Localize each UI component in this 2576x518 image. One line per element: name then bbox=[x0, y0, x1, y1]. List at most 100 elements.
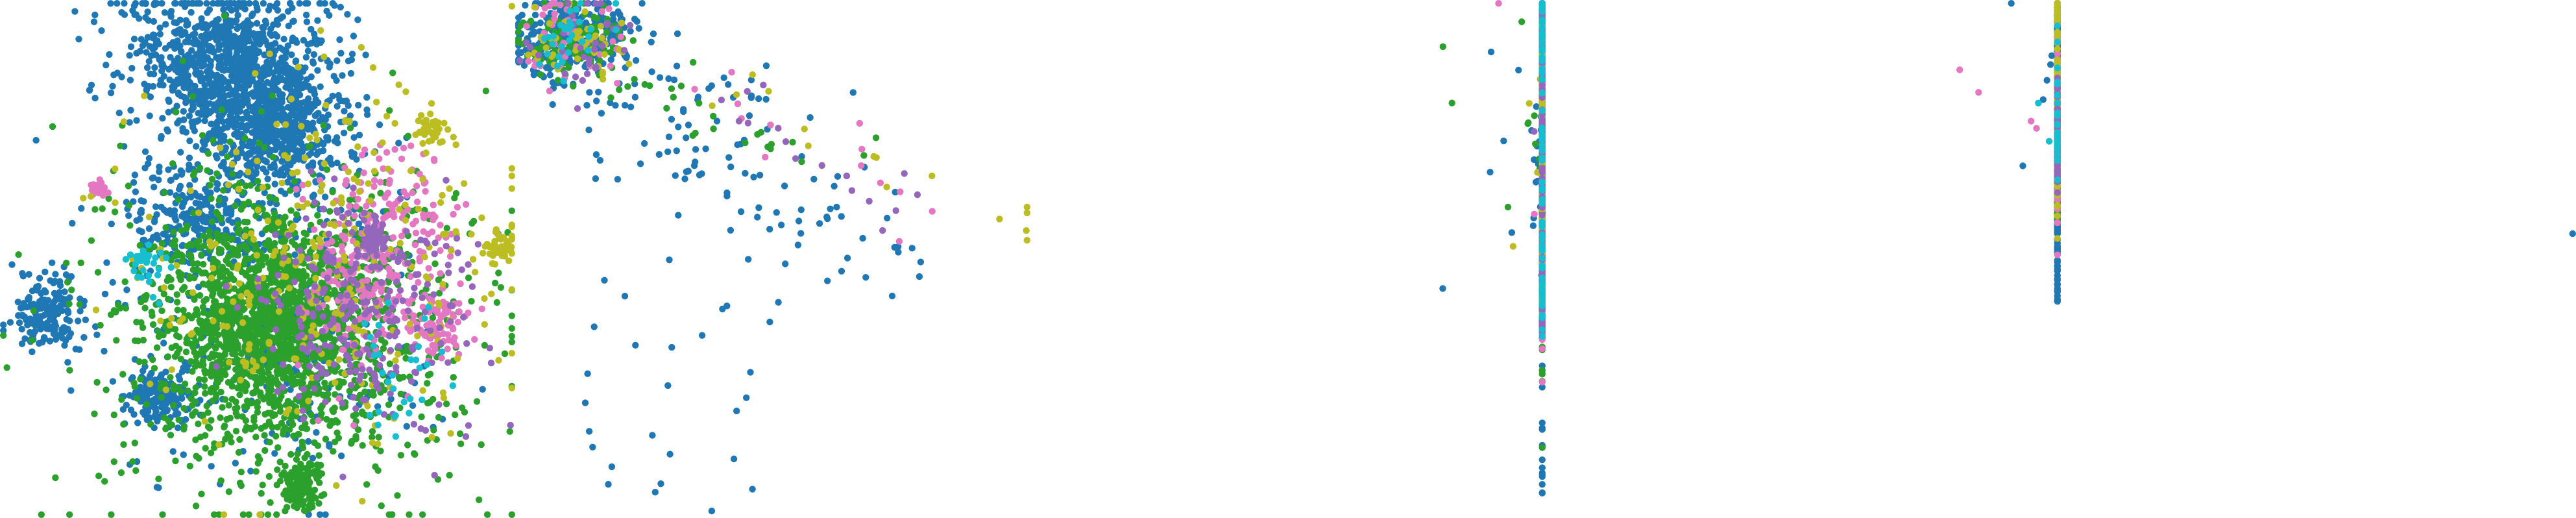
data-point bbox=[166, 76, 173, 84]
data-point bbox=[247, 425, 254, 432]
data-point bbox=[276, 458, 284, 465]
data-point bbox=[278, 314, 285, 321]
data-point bbox=[269, 153, 276, 161]
data-point bbox=[235, 449, 243, 456]
data-point bbox=[506, 428, 513, 435]
data-point bbox=[410, 312, 417, 319]
data-point bbox=[199, 303, 207, 311]
data-point bbox=[171, 253, 178, 260]
data-point bbox=[210, 127, 217, 134]
data-point bbox=[185, 312, 192, 319]
data-point bbox=[198, 490, 205, 498]
data-point bbox=[133, 217, 140, 224]
data-point bbox=[431, 214, 439, 221]
data-point bbox=[184, 387, 191, 395]
data-point bbox=[286, 296, 293, 304]
data-point bbox=[126, 119, 133, 126]
data-point bbox=[158, 0, 165, 7]
data-point bbox=[170, 402, 177, 409]
data-point bbox=[104, 189, 112, 197]
data-point bbox=[169, 391, 176, 399]
data-point bbox=[300, 36, 308, 44]
data-point bbox=[180, 69, 187, 77]
data-point bbox=[284, 42, 291, 49]
data-point bbox=[182, 195, 189, 203]
data-point bbox=[508, 312, 515, 319]
data-point bbox=[406, 300, 413, 307]
data-point bbox=[240, 201, 247, 208]
data-point bbox=[334, 429, 341, 436]
data-point bbox=[189, 171, 197, 179]
data-point bbox=[265, 67, 273, 75]
data-point bbox=[46, 338, 54, 345]
data-point bbox=[293, 87, 300, 95]
data-point bbox=[173, 217, 180, 224]
data-point bbox=[426, 399, 433, 406]
data-point bbox=[349, 191, 356, 198]
data-point bbox=[252, 110, 260, 117]
data-point bbox=[204, 167, 211, 174]
data-point bbox=[314, 67, 321, 74]
data-point bbox=[269, 313, 276, 321]
data-point bbox=[165, 108, 172, 116]
data-point bbox=[241, 218, 248, 226]
data-point bbox=[311, 486, 319, 493]
data-point bbox=[264, 175, 271, 182]
data-point bbox=[147, 389, 154, 397]
data-point bbox=[186, 79, 193, 86]
data-point bbox=[158, 404, 165, 411]
data-point bbox=[284, 179, 291, 186]
data-point bbox=[385, 265, 393, 272]
data-point bbox=[121, 0, 128, 7]
data-point bbox=[451, 194, 458, 202]
data-point bbox=[268, 104, 275, 111]
data-point bbox=[363, 106, 371, 114]
data-point bbox=[252, 434, 260, 441]
data-point bbox=[361, 146, 369, 153]
data-point bbox=[283, 165, 290, 172]
data-point bbox=[113, 337, 120, 344]
data-point bbox=[212, 298, 219, 305]
data-point bbox=[60, 324, 67, 331]
data-point bbox=[142, 14, 149, 21]
data-point bbox=[148, 369, 155, 376]
data-point bbox=[183, 338, 191, 346]
data-point bbox=[409, 402, 417, 409]
data-point bbox=[234, 92, 241, 99]
data-point bbox=[171, 326, 179, 333]
data-point bbox=[221, 124, 228, 131]
data-point bbox=[336, 36, 343, 43]
data-point bbox=[276, 90, 283, 97]
data-point bbox=[175, 196, 182, 203]
data-point bbox=[450, 374, 457, 381]
data-point bbox=[57, 295, 65, 302]
data-point bbox=[177, 388, 184, 395]
data-point bbox=[261, 189, 268, 197]
data-point bbox=[178, 31, 186, 39]
data-point bbox=[204, 34, 211, 42]
data-point bbox=[165, 274, 173, 281]
data-point bbox=[203, 214, 211, 221]
data-point bbox=[411, 241, 419, 249]
data-point bbox=[397, 390, 404, 398]
data-point bbox=[144, 34, 152, 41]
data-point bbox=[18, 340, 26, 347]
data-point bbox=[121, 278, 128, 286]
data-point bbox=[206, 280, 214, 288]
data-point bbox=[406, 511, 413, 518]
data-point bbox=[288, 238, 296, 245]
data-point bbox=[446, 253, 454, 260]
data-point bbox=[359, 408, 366, 415]
data-point bbox=[169, 448, 176, 455]
data-point bbox=[322, 384, 329, 391]
data-point bbox=[273, 432, 280, 440]
data-point bbox=[64, 359, 71, 366]
data-point bbox=[248, 333, 256, 340]
data-point bbox=[149, 321, 157, 328]
data-point bbox=[169, 87, 176, 94]
data-point bbox=[127, 106, 134, 114]
data-point bbox=[371, 177, 378, 184]
data-point bbox=[212, 152, 220, 159]
data-point bbox=[201, 141, 208, 149]
data-point bbox=[457, 440, 465, 447]
